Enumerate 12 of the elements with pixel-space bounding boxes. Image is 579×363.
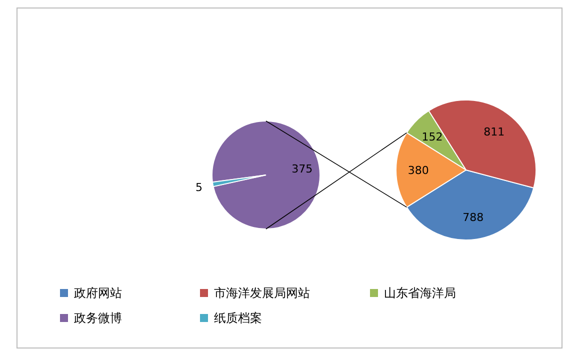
legend-label: 纸质档案 xyxy=(214,311,262,325)
data-label: 811 xyxy=(484,126,505,139)
legend-label: 山东省海洋局 xyxy=(384,286,456,300)
pie-slice xyxy=(212,120,320,230)
data-label: 788 xyxy=(462,211,484,224)
data-label: 5 xyxy=(196,180,203,194)
legend-label: 政府网站 xyxy=(74,286,122,300)
legend-label: 市海洋发展局网站 xyxy=(214,286,310,300)
data-label: 380 xyxy=(408,164,429,177)
data-label: 152 xyxy=(422,130,443,144)
data-label: 375 xyxy=(292,162,313,176)
legend-label: 政务微博 xyxy=(74,311,122,325)
